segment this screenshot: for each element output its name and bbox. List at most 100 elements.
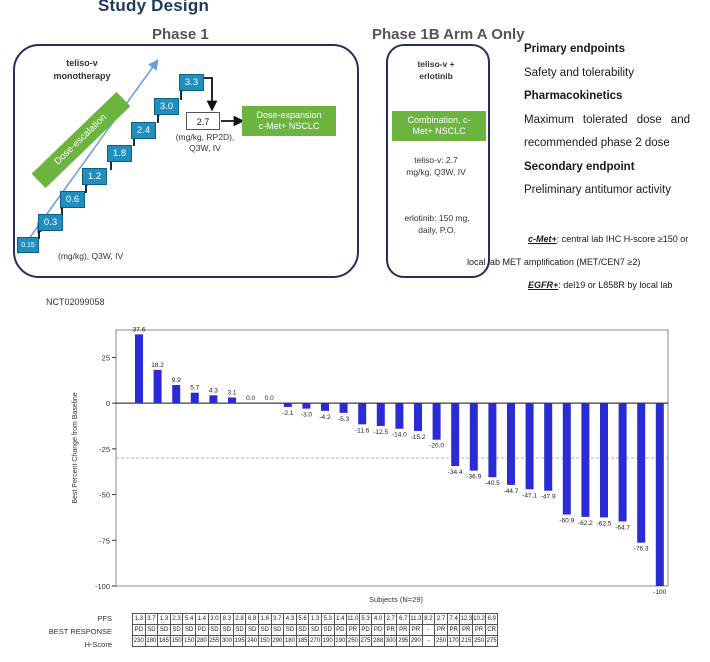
egfr-text: : del19 or L858R by local lab xyxy=(558,280,673,290)
response-cell-22: PR xyxy=(396,624,411,636)
bar-label-23: -47.9 xyxy=(541,494,556,501)
bar-23 xyxy=(544,403,553,491)
pfs-cell-9: 2.8 xyxy=(232,613,247,625)
hscore-cell-13: 180 xyxy=(283,635,297,647)
hscore-cell-16: 190 xyxy=(320,635,335,647)
pfs-cell-5: 5.4 xyxy=(182,613,196,625)
bar-2 xyxy=(153,369,162,404)
bar-21 xyxy=(507,403,515,485)
x-axis-label: Subjects (N=29) xyxy=(369,595,423,604)
pfs-cell-7: 3.0 xyxy=(207,613,222,625)
bar-label-27: -64.7 xyxy=(615,524,630,531)
monotherapy-label: teliso-v monotherapy xyxy=(53,58,111,81)
y-tick-label-2: -25 xyxy=(99,445,110,454)
y-tick-label-0: 25 xyxy=(102,353,110,362)
y-tick-label-4: -75 xyxy=(99,536,110,545)
bar-label-3: 9.9 xyxy=(172,377,181,384)
pfs-cell-27: 12.3 xyxy=(459,613,474,625)
bar-label-19: -36.9 xyxy=(466,474,481,481)
response-cell-6: PD xyxy=(194,624,209,636)
pfs-cell-18: 11.0 xyxy=(346,613,360,625)
table-row-hscore: 230 180 185 150 150 280 255 300 195 240 150 290 180 1… xyxy=(132,635,499,647)
bar-label-26: -62.5 xyxy=(597,520,612,527)
response-cell-9: SD xyxy=(232,624,247,636)
hscore-cell-3: 185 xyxy=(157,635,171,647)
bar-26 xyxy=(600,403,608,518)
hscore-cell-27: 215 xyxy=(459,635,474,647)
bar-label-28: -76.3 xyxy=(634,546,649,553)
bar-label-12: -5.3 xyxy=(338,416,350,423)
pk-text-line2: recommended phase 2 dose xyxy=(524,137,670,149)
response-cell-27: PR xyxy=(459,624,474,636)
hscore-cell-22: 295 xyxy=(396,635,411,647)
bar-27 xyxy=(618,403,627,522)
secondary-endpoint-title: Secondary endpoint xyxy=(524,161,635,173)
response-cell-28: PR xyxy=(472,624,486,636)
bar-24 xyxy=(562,403,571,515)
bar-15 xyxy=(395,403,404,429)
phase1-box xyxy=(13,44,359,278)
pfs-cell-15: 1.3 xyxy=(308,613,322,625)
dose-step-6: 2.4 xyxy=(131,122,156,139)
hscore-cell-4: 150 xyxy=(169,635,184,647)
bar-11 xyxy=(321,403,329,411)
dose-step-4: 1.2 xyxy=(82,168,107,185)
bar-label-1: 37.6 xyxy=(133,326,146,333)
hscore-cell-23: 290 xyxy=(409,635,423,647)
hscore-cell-21: 300 xyxy=(383,635,398,647)
pfs-cell-28: 10.2 xyxy=(472,613,486,625)
bar-label-13: -11.6 xyxy=(355,427,370,434)
bar-1 xyxy=(135,334,143,404)
hscore-cell-26: 170 xyxy=(446,635,461,647)
response-cell-11: SD xyxy=(257,624,272,636)
rp2d-dose-box: 2.7 xyxy=(186,112,220,130)
bar-label-9: -2.1 xyxy=(282,410,294,417)
pfs-cell-23: 11.3 xyxy=(409,613,423,625)
hscore-cell-20: 288 xyxy=(371,635,385,647)
y-tick-label-5: -100 xyxy=(95,582,110,591)
y-tick-label-1: 0 xyxy=(106,399,110,408)
pfs-cell-3: 1.3 xyxy=(157,613,171,625)
response-cell-16: SD xyxy=(320,624,335,636)
response-cell-13: SD xyxy=(283,624,297,636)
phase1b-drugs: teliso-v + erlotinib xyxy=(417,59,455,81)
bar-10 xyxy=(302,403,311,409)
phase1-label: Phase 1 xyxy=(152,26,209,43)
response-cell-15: SD xyxy=(308,624,322,636)
bar-16 xyxy=(414,403,422,431)
hscore-cell-7: 255 xyxy=(207,635,222,647)
primary-endpoints-text: Safety and tolerability xyxy=(524,67,634,79)
cmet-text-2: local lab MET amplification (MET/CEN7 ≥2… xyxy=(467,257,641,267)
hscore-cell-1: 230 xyxy=(132,635,146,647)
response-cell-2: SD xyxy=(144,624,159,636)
pfs-cell-25: 2.7 xyxy=(434,613,448,625)
phase1b-box xyxy=(386,44,490,278)
pfs-cell-4: 2.3 xyxy=(169,613,184,625)
hscore-cell-2: 180 xyxy=(144,635,159,647)
bar-label-7: 0.0 xyxy=(246,395,255,402)
pfs-cell-26: 7.4 xyxy=(446,613,461,625)
pfs-cell-2: 3.7 xyxy=(144,613,159,625)
bar-label-8: 0.0 xyxy=(265,395,274,402)
response-cell-17: PD xyxy=(333,624,348,636)
pfs-cell-24: 8.2 xyxy=(421,613,436,625)
hscore-cell-12: 290 xyxy=(270,635,285,647)
hscore-cell-29: 275 xyxy=(484,635,499,647)
pfs-cell-14: 5.6 xyxy=(295,613,310,625)
bar-9 xyxy=(283,403,292,407)
bar-19 xyxy=(469,403,478,471)
bar-3 xyxy=(172,385,181,404)
hscore-cell-15: 270 xyxy=(308,635,322,647)
pfs-cell-1: 1.3 xyxy=(132,613,146,625)
pfs-cell-16: 5.3 xyxy=(320,613,335,625)
bar-label-24: -60.9 xyxy=(559,518,574,525)
response-cell-24: - xyxy=(421,624,436,636)
bar-22 xyxy=(525,403,534,490)
bar-17 xyxy=(432,403,441,440)
bar-label-11: -4.2 xyxy=(319,414,331,421)
bar-label-29: -100 xyxy=(653,589,666,596)
pfs-cell-10: 6.8 xyxy=(245,613,259,625)
bar-4 xyxy=(190,392,199,404)
erlotinib-dose-text: erlotinib: 150 mg, daily, P.O. xyxy=(404,213,470,235)
pfs-cell-13: 4.3 xyxy=(283,613,297,625)
